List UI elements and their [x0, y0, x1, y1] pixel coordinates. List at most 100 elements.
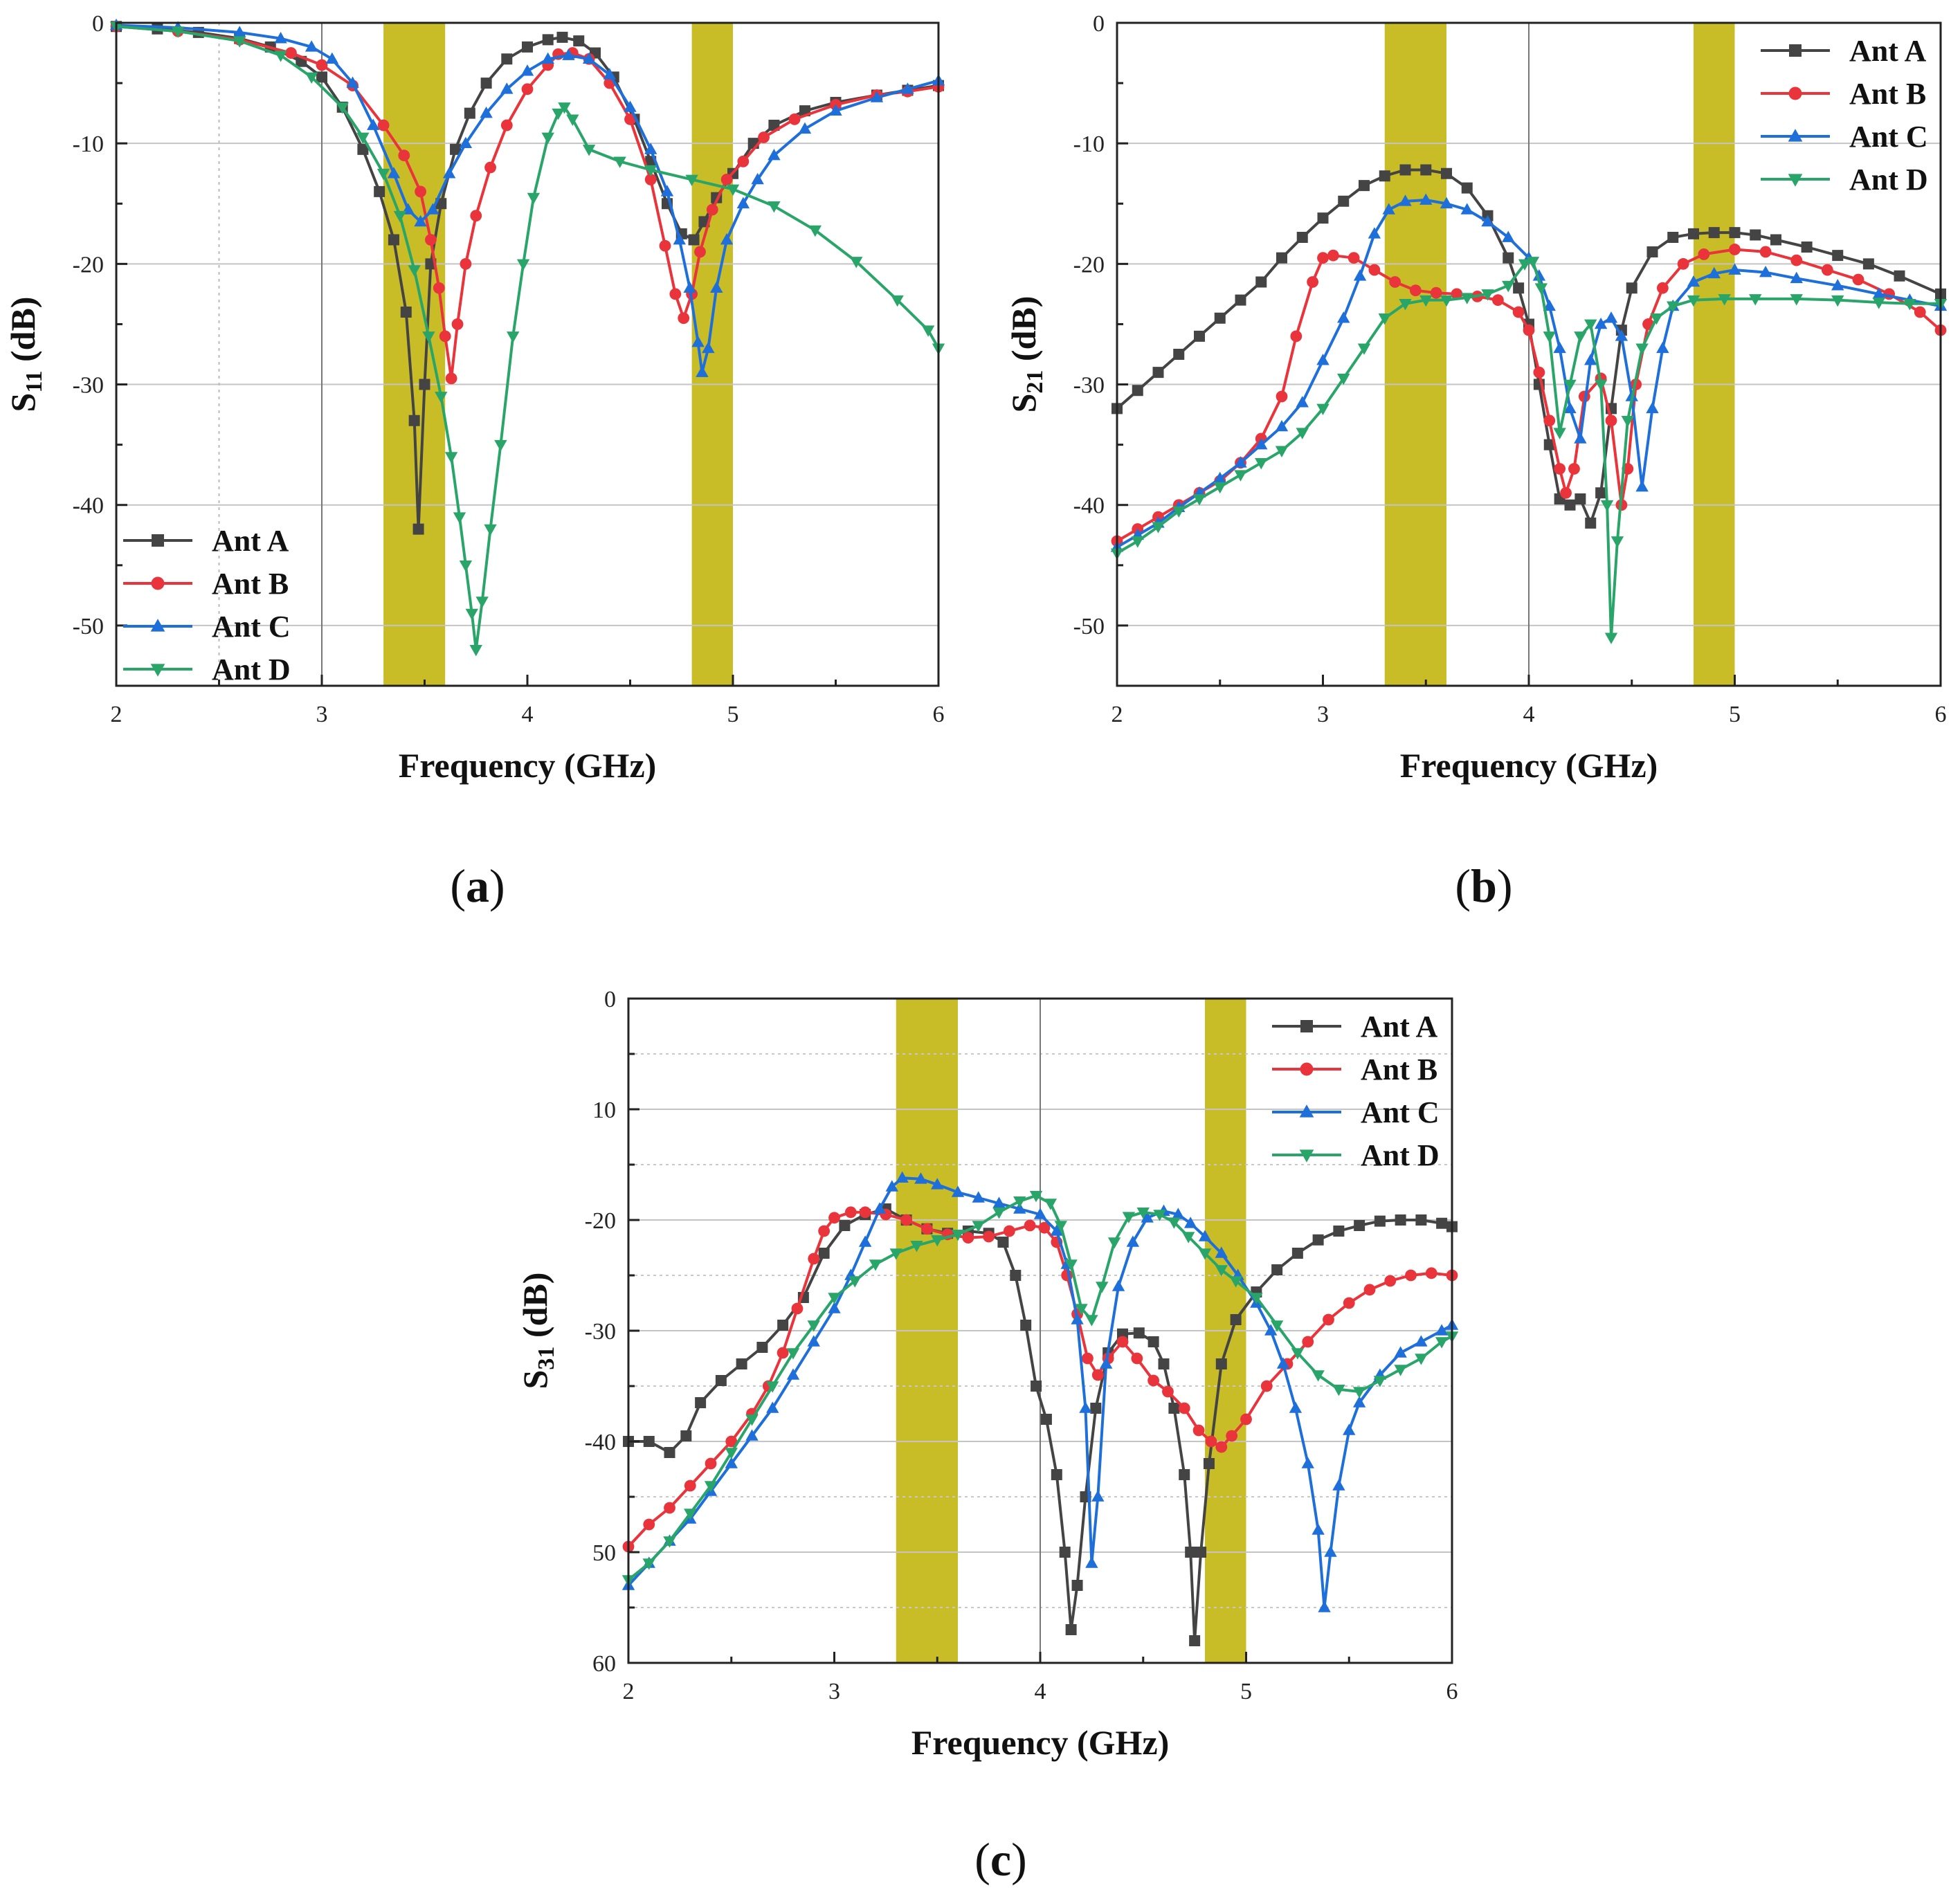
- data-point: [1872, 287, 1885, 299]
- data-point: [521, 83, 534, 95]
- data-point: [387, 167, 401, 179]
- data-point: [1688, 228, 1699, 239]
- data-point: [422, 331, 435, 343]
- legend-item-ant-d: Ant D: [1272, 1138, 1440, 1172]
- data-point: [1698, 248, 1710, 260]
- data-point: [1831, 279, 1844, 291]
- data-point: [644, 174, 657, 185]
- data-point: [1141, 1211, 1154, 1223]
- legend-item-ant-a: Ant A: [1761, 34, 1926, 68]
- data-point: [1147, 1336, 1159, 1347]
- data-point: [1338, 195, 1350, 207]
- y-axis-title: S21 (dB): [1004, 296, 1048, 413]
- x-tick-label: 6: [1935, 702, 1947, 727]
- data-point: [1378, 313, 1391, 325]
- data-point: [624, 100, 637, 112]
- caption-open-paren: (: [974, 1833, 990, 1886]
- data-point: [442, 167, 456, 179]
- data-point: [1250, 1293, 1263, 1304]
- data-point: [1312, 1234, 1324, 1246]
- legend-item-ant-b: Ant B: [1272, 1053, 1437, 1086]
- data-point: [1707, 266, 1721, 279]
- data-point: [726, 184, 740, 196]
- data-point: [1131, 1352, 1143, 1365]
- data-point: [1301, 1457, 1314, 1468]
- legend: Ant A Ant B Ant C Ant D: [1761, 34, 1928, 197]
- data-point: [1513, 282, 1525, 294]
- data-point: [541, 132, 554, 145]
- data-point: [1136, 1208, 1150, 1219]
- data-point: [1352, 1387, 1366, 1399]
- data-point: [500, 82, 514, 94]
- data-point: [1600, 500, 1614, 512]
- data-point: [1491, 294, 1504, 307]
- y-tick-label: -30: [73, 373, 104, 399]
- data-point: [694, 246, 706, 258]
- legend-item-ant-b: Ant B: [1761, 77, 1926, 111]
- y-tick-label: -20: [1073, 252, 1105, 277]
- data-point: [1158, 1358, 1170, 1369]
- panel-c: 0 10 -20 -30 -40 50 60 2 3 4 5 6 Frequency (GHz) S…: [516, 987, 1459, 1886]
- data-point: [1405, 1269, 1417, 1282]
- data-point: [1327, 249, 1339, 262]
- data-point: [1215, 1441, 1228, 1453]
- data-point: [1324, 1545, 1337, 1557]
- data-point: [1415, 1214, 1427, 1226]
- data-point: [1862, 258, 1874, 270]
- x-tick-label: 6: [1446, 1679, 1458, 1704]
- data-point: [1215, 1265, 1228, 1277]
- data-point: [1152, 367, 1164, 379]
- data-point: [642, 1558, 655, 1570]
- data-point: [869, 1259, 882, 1271]
- legend-label: Ant B: [212, 567, 289, 601]
- data-point: [745, 1414, 759, 1426]
- data-point: [516, 259, 530, 271]
- data-point: [1024, 1219, 1036, 1232]
- data-point: [1085, 1556, 1098, 1568]
- data-point: [374, 185, 385, 197]
- data-point: [1759, 265, 1772, 277]
- data-point: [1419, 193, 1433, 205]
- y-tick-label: 0: [604, 987, 616, 1012]
- data-point: [788, 113, 801, 125]
- data-point: [1821, 264, 1833, 276]
- data-point: [850, 257, 863, 268]
- x-tick-label: 2: [1111, 702, 1123, 727]
- data-point: [453, 512, 466, 524]
- data-point: [450, 143, 462, 155]
- data-point: [1071, 1580, 1083, 1591]
- data-point: [562, 48, 575, 60]
- data-point: [685, 174, 698, 187]
- data-point: [1604, 632, 1618, 644]
- data-point: [1852, 273, 1864, 286]
- data-point: [704, 1481, 718, 1493]
- data-point: [1512, 306, 1525, 318]
- y-tick-label: 60: [592, 1651, 616, 1677]
- data-point: [1584, 354, 1597, 365]
- legend-label: Ant D: [212, 653, 291, 686]
- legend-marker: [152, 534, 164, 547]
- data-point: [507, 331, 520, 343]
- data-point: [1460, 293, 1473, 304]
- caption-letter: b: [1471, 859, 1497, 912]
- data-point: [1312, 1370, 1325, 1382]
- y-tick-label: -20: [73, 252, 104, 277]
- data-point: [1667, 232, 1679, 244]
- data-point: [1729, 244, 1741, 255]
- caption-letter: c: [990, 1833, 1011, 1886]
- data-point: [274, 51, 287, 62]
- data-point: [1203, 1458, 1215, 1469]
- data-point: [388, 234, 399, 246]
- data-point: [1337, 311, 1350, 323]
- data-point: [541, 52, 554, 64]
- data-point: [465, 608, 479, 621]
- series-ant-c: [1110, 193, 1948, 552]
- data-point: [1291, 1348, 1305, 1360]
- gridlines: [628, 999, 1452, 1663]
- data-point: [1526, 257, 1540, 268]
- legend-label: Ant A: [1849, 34, 1926, 68]
- data-point: [1352, 1396, 1366, 1408]
- x-tick-labels: 2 3 4 5 6: [623, 1679, 1458, 1704]
- data-point: [1051, 1469, 1062, 1480]
- data-point: [1481, 215, 1494, 227]
